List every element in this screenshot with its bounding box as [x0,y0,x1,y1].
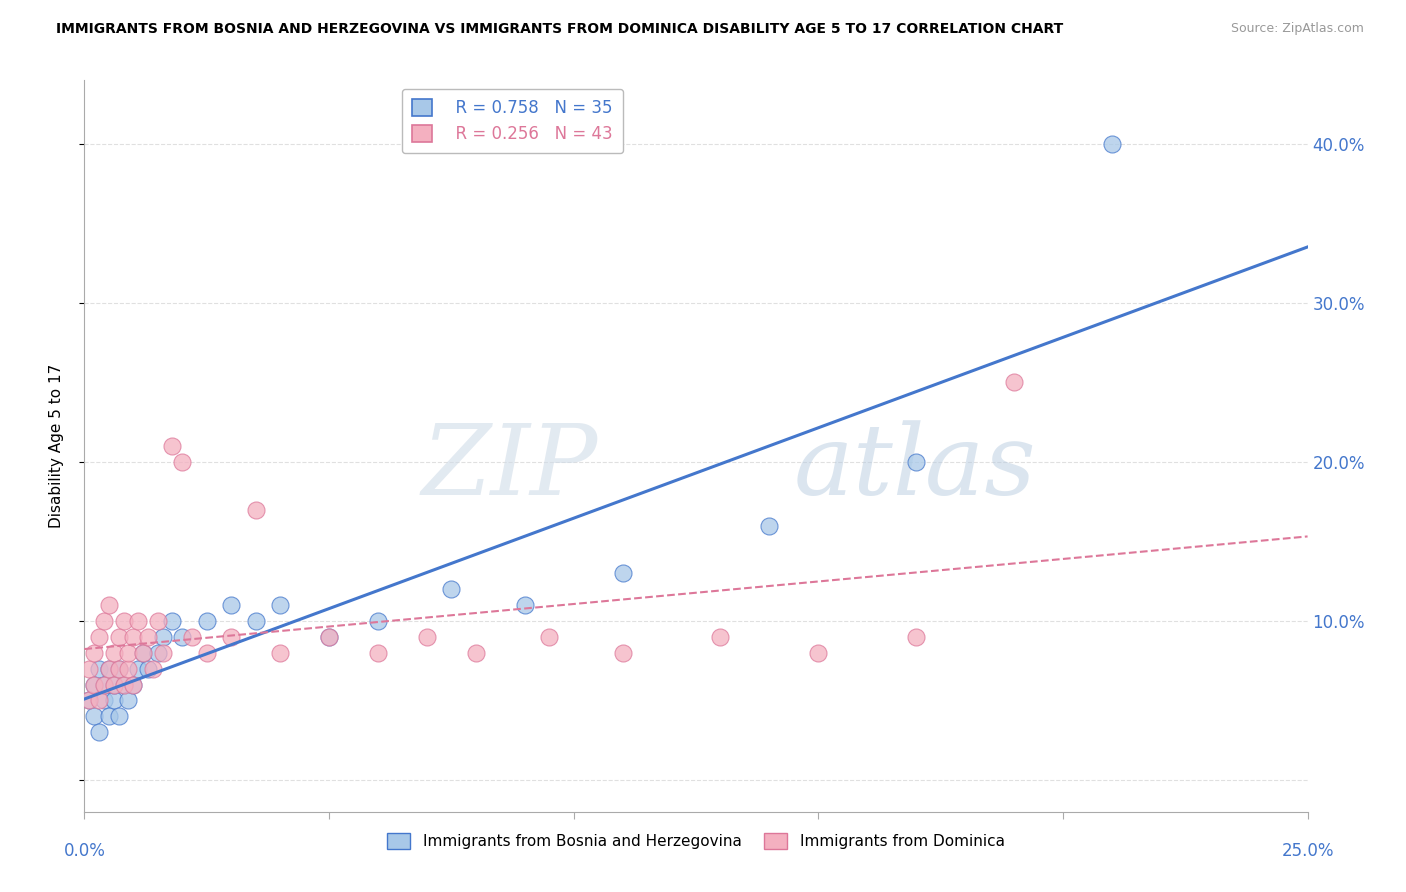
Point [538,630,561,644]
Point [97,662,120,676]
Text: IMMIGRANTS FROM BOSNIA AND HERZEGOVINA VS IMMIGRANTS FROM DOMINICA DISABILITY AG: IMMIGRANTS FROM BOSNIA AND HERZEGOVINA V… [56,22,1063,37]
Point [513,598,536,612]
Point [83,709,105,723]
Point [117,646,139,660]
Point [117,662,139,676]
Point [127,662,149,676]
Point [136,630,159,644]
Point [122,677,145,691]
Point [464,646,486,660]
Point [77,662,100,676]
Point [318,630,340,644]
Point [367,614,389,628]
Point [181,630,204,644]
Point [93,677,115,691]
Point [269,598,291,612]
Point [416,630,439,644]
Point [245,614,267,628]
Point [195,646,218,660]
Point [269,646,291,660]
Point [103,677,125,691]
Point [107,709,129,723]
Point [77,693,100,707]
Point [107,662,129,676]
Point [87,725,110,739]
Text: ZIP: ZIP [422,420,598,516]
Point [107,630,129,644]
Point [117,693,139,707]
Y-axis label: Disability Age 5 to 17: Disability Age 5 to 17 [49,364,63,528]
Point [103,693,125,707]
Point [87,662,110,676]
Legend: Immigrants from Bosnia and Herzegovina, Immigrants from Dominica: Immigrants from Bosnia and Herzegovina, … [381,827,1011,855]
Point [93,677,115,691]
Point [142,662,165,676]
Point [219,598,242,612]
Point [87,630,110,644]
Point [146,614,169,628]
Point [107,662,129,676]
Point [103,677,125,691]
Point [172,630,194,644]
Point [172,455,194,469]
Point [440,582,463,596]
Point [807,646,830,660]
Point [127,614,149,628]
Point [162,614,184,628]
Point [97,662,120,676]
Point [195,614,218,628]
Point [905,630,928,644]
Point [219,630,242,644]
Point [1002,376,1025,390]
Point [122,630,145,644]
Point [93,614,115,628]
Point [367,646,389,660]
Text: 0.0%: 0.0% [63,842,105,860]
Point [162,439,184,453]
Point [245,502,267,516]
Point [83,646,105,660]
Point [612,646,634,660]
Point [93,693,115,707]
Point [132,646,155,660]
Point [132,646,155,660]
Point [97,709,120,723]
Point [136,662,159,676]
Text: 25.0%: 25.0% [1281,842,1334,860]
Point [152,630,174,644]
Point [709,630,731,644]
Point [83,677,105,691]
Point [905,455,928,469]
Point [77,693,100,707]
Point [87,693,110,707]
Point [103,646,125,660]
Text: Source: ZipAtlas.com: Source: ZipAtlas.com [1230,22,1364,36]
Point [112,677,135,691]
Point [318,630,340,644]
Text: atlas: atlas [794,420,1036,516]
Point [112,614,135,628]
Point [112,677,135,691]
Point [612,566,634,581]
Point [146,646,169,660]
Point [152,646,174,660]
Point [758,518,780,533]
Point [122,677,145,691]
Point [97,598,120,612]
Point [83,677,105,691]
Point [1101,136,1123,151]
